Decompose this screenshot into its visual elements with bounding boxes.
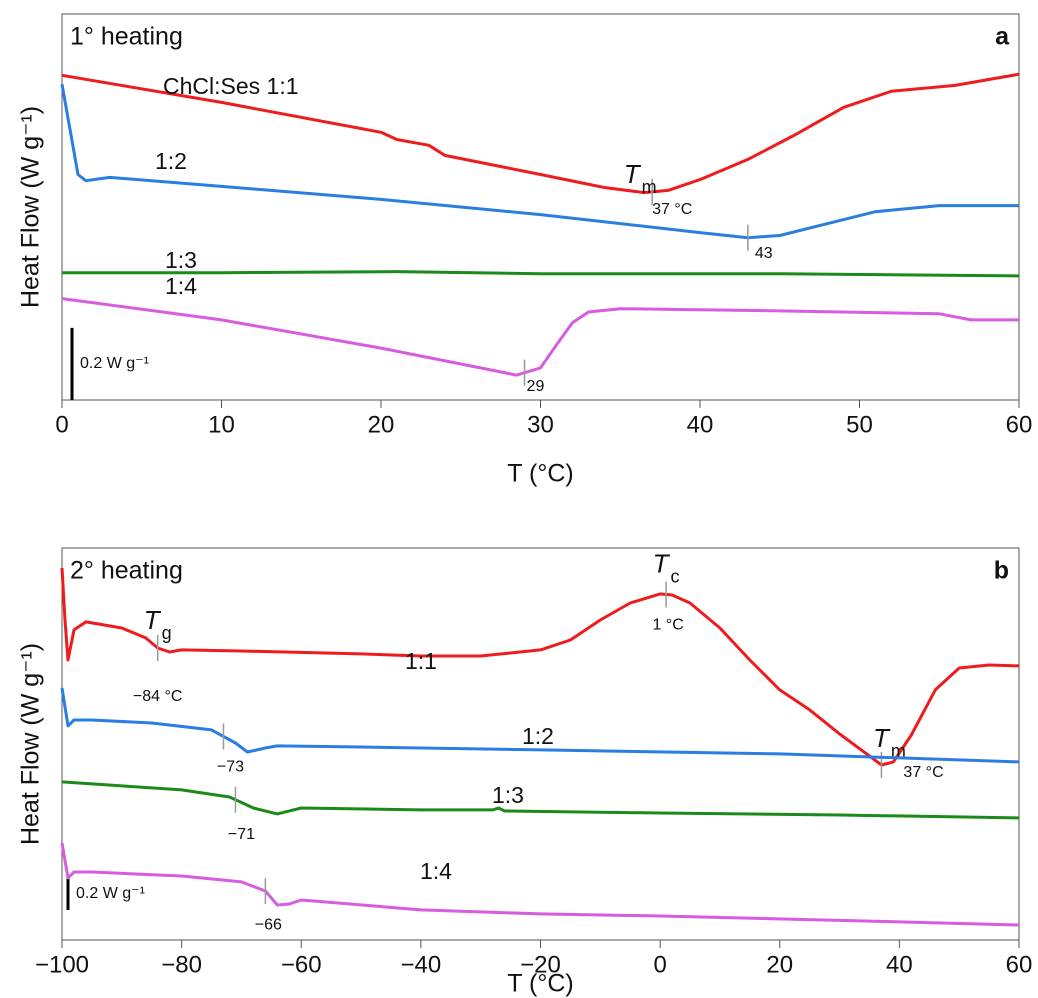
- panel-title: 2° heating: [70, 557, 183, 585]
- x-tick-label: 20: [766, 951, 793, 978]
- symbol-subscript: g: [162, 623, 172, 643]
- symbol-letter: T: [624, 159, 642, 189]
- symbol-letter: T: [873, 723, 891, 753]
- transition-label: 37 °C: [652, 201, 692, 218]
- x-tick-label: 40: [886, 951, 913, 978]
- series-label: 1:3: [165, 247, 197, 273]
- transition-label: −73: [217, 759, 244, 776]
- scale-bar-label: 0.2 W g⁻¹: [76, 885, 145, 902]
- heat-flow-curve: [60, 84, 1019, 240]
- transition-label: 1 °C: [652, 617, 683, 634]
- x-tick-label: 0: [653, 951, 666, 978]
- x-tick-label: −80: [161, 951, 202, 978]
- x-tick-label: 60: [1006, 411, 1033, 438]
- series-label: 1:1: [405, 648, 437, 674]
- symbol-subscript: m: [891, 741, 906, 761]
- x-tick-label: 10: [208, 411, 235, 438]
- heat-flow-curve: [61, 780, 1020, 820]
- series-label: 1:2: [155, 148, 187, 174]
- heat-flow-curve: [62, 270, 1020, 278]
- scale-bar-label: 0.2 W g⁻¹: [80, 355, 149, 372]
- transition-label: −71: [228, 826, 255, 843]
- transition-label: −66: [255, 916, 282, 933]
- heat-flow-curve: [61, 72, 1020, 195]
- x-tick-label: 50: [846, 411, 873, 438]
- series-label: 1:3: [492, 782, 524, 808]
- transition-label: 29: [527, 378, 545, 395]
- heat-flow-curve: [60, 842, 1020, 927]
- heat-flow-curve: [61, 297, 1019, 377]
- symbol-letter: T: [144, 605, 162, 635]
- x-axis-label: T (°C): [507, 970, 573, 998]
- x-tick-label: −20: [520, 951, 561, 978]
- x-tick-label: 40: [687, 411, 714, 438]
- series-label: ChCl:Ses 1:1: [163, 73, 299, 99]
- x-tick-label: 0: [55, 411, 68, 438]
- transition-label: −84 °C: [133, 688, 183, 705]
- symbol-subscript: c: [671, 566, 680, 586]
- panel-letter: b: [994, 557, 1009, 585]
- x-axis-label: T (°C): [507, 460, 573, 488]
- symbol-subscript: m: [642, 177, 657, 197]
- y-axis-label: Heat Flow (W g⁻¹): [17, 643, 45, 845]
- plot-frame: [61, 13, 1020, 401]
- x-tick-label: −40: [401, 951, 442, 978]
- transition-label: 37 °C: [903, 764, 943, 781]
- transition-label: 43: [755, 245, 773, 262]
- x-tick-label: 60: [1006, 951, 1033, 978]
- x-tick-label: −60: [281, 951, 322, 978]
- symbol-letter: T: [653, 548, 671, 578]
- y-axis-label: Heat Flow (W g⁻¹): [17, 106, 45, 308]
- panel-letter: a: [995, 23, 1010, 51]
- series-label: 1:4: [165, 273, 197, 299]
- x-tick-label: 30: [527, 411, 554, 438]
- panel-title: 1° heating: [70, 23, 183, 51]
- x-tick-label: −100: [35, 951, 89, 978]
- x-tick-label: 20: [368, 411, 395, 438]
- heat-flow-curve: [60, 687, 1020, 764]
- series-label: 1:4: [420, 858, 452, 884]
- series-label: 1:2: [522, 723, 554, 749]
- heat-flow-curve: [60, 567, 1020, 767]
